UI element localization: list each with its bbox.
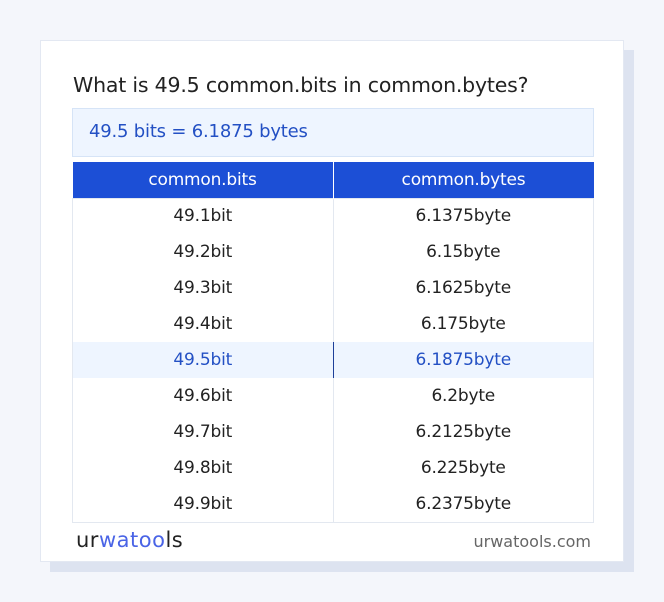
bits-cell: 49.6bit <box>72 378 334 414</box>
bytes-cell: 6.1875byte <box>333 342 594 378</box>
table-row: 49.7bit 6.2125byte <box>72 414 594 450</box>
bytes-cell: 6.2375byte <box>415 493 512 514</box>
bytes-cell: 6.15byte <box>426 242 501 262</box>
header-bytes: common.bytes <box>333 162 594 198</box>
page-title: What is 49.5 common.bits in common.bytes… <box>73 73 529 97</box>
urwatools-logo: urwatools <box>76 528 184 552</box>
table-row: 49.8bit 6.225byte <box>72 450 594 486</box>
bytes-cell: 6.1375byte <box>415 206 512 227</box>
bytes-cell: 6.1625byte <box>415 278 512 298</box>
result-box: 49.5 bits = 6.1875 bytes <box>72 108 594 157</box>
table-row: 49.1bit 6.1375byte <box>72 198 594 234</box>
bits-cell: 49.4bit <box>72 306 334 342</box>
table-row: 49.6bit 6.2byte <box>72 378 594 414</box>
conversion-table: common.bits common.bytes 49.1bit 6.1375by… <box>72 162 594 523</box>
table-row: 49.3bit 6.1625byte <box>72 270 594 306</box>
header-bits: common.bits <box>72 162 334 198</box>
bytes-cell: 6.2125byte <box>415 422 512 442</box>
bits-cell: 49.1bit <box>72 198 334 234</box>
table-row: 49.5bit 6.1875byte <box>72 342 594 378</box>
bits-cell: 49.3bit <box>72 270 334 306</box>
table-row: 49.4bit 6.175byte <box>72 306 594 342</box>
table-row: 49.2bit 6.15byte <box>72 234 594 270</box>
converter-card: What is 49.5 common.bits in common.bytes… <box>40 40 624 562</box>
bytes-cell: 6.2byte <box>431 386 496 406</box>
bits-cell: 49.5bit <box>72 342 334 378</box>
bytes-cell: 6.225byte <box>420 458 506 478</box>
bits-cell: 49.2bit <box>72 234 334 270</box>
bytes-cell: 6.175byte <box>420 314 506 334</box>
site-url[interactable]: urwatools.com <box>473 532 592 551</box>
bits-cell: 49.8bit <box>72 450 334 486</box>
bits-cell: 49.7bit <box>72 414 334 450</box>
bits-cell: 49.9bit <box>72 486 334 522</box>
table-row: 49.9bit 6.2375byte <box>72 486 594 522</box>
